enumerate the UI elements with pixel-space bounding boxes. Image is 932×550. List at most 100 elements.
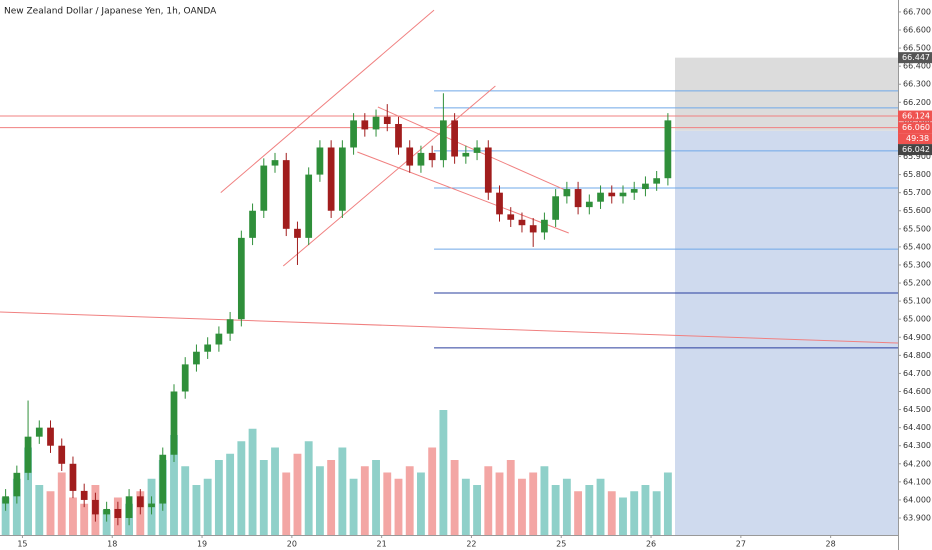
y-tick-label: 65.700 <box>903 188 931 197</box>
volume-bar <box>484 466 493 535</box>
y-tick-label: 64.800 <box>903 351 931 360</box>
volume-bar <box>461 478 470 535</box>
volume-bar <box>439 410 448 535</box>
candle-body <box>148 503 155 508</box>
candle-body <box>653 178 661 184</box>
candle-body <box>305 174 313 238</box>
volume-bar <box>35 485 44 535</box>
volume-bar <box>237 441 246 535</box>
volume-bar <box>248 428 257 535</box>
y-tick-label: 63.900 <box>903 514 931 523</box>
candle-body <box>428 152 436 161</box>
x-tick-label: 18 <box>107 540 117 549</box>
volume-bar <box>271 447 279 535</box>
candle-body <box>338 147 346 211</box>
candle-body <box>316 147 324 175</box>
position-zone <box>674 130 898 536</box>
candle-body <box>552 196 560 220</box>
y-tick-label: 65.500 <box>903 224 931 233</box>
candle-body <box>69 463 77 491</box>
candle-body <box>496 192 503 215</box>
y-tick-label: 65.800 <box>903 170 931 179</box>
volume-bar <box>315 466 324 535</box>
x-tick-label: 27 <box>736 540 746 549</box>
candle-body <box>585 201 593 208</box>
candle-body <box>114 508 122 519</box>
volume-bar <box>69 497 77 535</box>
candle-body <box>125 496 133 519</box>
volume-bar <box>192 485 201 535</box>
candle-body <box>619 192 627 197</box>
candle-body <box>473 147 481 153</box>
volume-bar <box>428 447 437 535</box>
y-tick-label: 65.200 <box>903 279 931 288</box>
x-tick-label: 21 <box>377 540 387 549</box>
y-tick-label: 64.400 <box>903 423 931 432</box>
volume-bar <box>585 485 594 535</box>
volume-bar <box>641 485 650 535</box>
candle-body <box>417 152 425 166</box>
volume-bar <box>226 453 235 535</box>
volume-bar <box>259 460 268 535</box>
volume-bar <box>473 485 481 535</box>
countdown-label: 49:38 <box>906 134 929 143</box>
candle-body <box>282 160 290 229</box>
price-label-box <box>898 144 932 156</box>
volume-bar <box>304 441 313 535</box>
countdown-box <box>898 133 932 145</box>
candle-body <box>103 508 111 515</box>
price-label: 66.060 <box>902 123 930 132</box>
y-tick-label: 66.300 <box>903 80 931 89</box>
price-label-box <box>898 122 932 134</box>
trend-line <box>0 311 899 344</box>
volume-bar <box>181 466 190 535</box>
candle-body <box>440 120 447 161</box>
y-tick-label: 66.600 <box>903 26 931 35</box>
volume-bar <box>214 460 223 535</box>
candle-body <box>13 472 21 497</box>
position-zone <box>674 57 898 131</box>
candle-body <box>507 214 515 220</box>
volume-bar <box>518 478 526 535</box>
volume-bar <box>450 460 459 535</box>
volume-bar <box>102 510 111 535</box>
candle-body <box>24 436 32 473</box>
candle-body <box>215 333 223 345</box>
candle-body <box>451 120 458 157</box>
candle-body <box>350 120 357 148</box>
candle-body <box>541 219 548 233</box>
volume-bar <box>203 478 212 535</box>
candle-body <box>484 147 492 193</box>
volume-bar <box>529 472 538 535</box>
candle-body <box>271 160 279 166</box>
volume-bar <box>663 472 672 535</box>
candle-body <box>249 210 256 238</box>
volume-bar <box>327 460 336 535</box>
volume-bar <box>12 478 21 535</box>
price-label: 66.042 <box>902 145 930 154</box>
volume-bar <box>338 447 347 535</box>
x-tick-label: 19 <box>197 540 207 549</box>
candle-body <box>58 445 66 464</box>
candle-body <box>35 427 43 437</box>
y-tick-label: 64.200 <box>903 459 931 468</box>
candle-body <box>383 116 391 124</box>
candle-body <box>372 116 380 130</box>
volume-bar <box>46 491 55 535</box>
price-label-box <box>898 52 932 64</box>
candle-body <box>361 120 369 130</box>
x-tick-label: 22 <box>466 540 476 549</box>
y-tick-label: 65.000 <box>903 315 931 324</box>
candle-body <box>193 351 200 365</box>
candle-body <box>462 152 470 157</box>
candle-body <box>2 496 9 504</box>
candle-body <box>529 225 537 233</box>
volume-bar <box>574 491 583 535</box>
x-tick-label: 15 <box>17 540 27 549</box>
volume-bar <box>540 466 549 535</box>
y-tick-label: 66.700 <box>903 7 931 16</box>
volume-bar <box>506 460 515 535</box>
y-tick-label: 64.500 <box>903 405 931 414</box>
volume-bar <box>360 466 369 535</box>
